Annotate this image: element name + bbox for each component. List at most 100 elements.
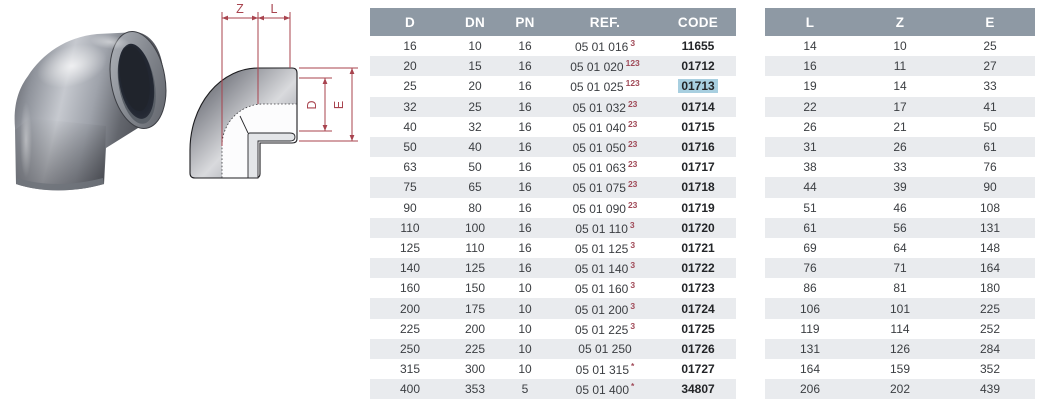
cell-code: 01724 [660,298,736,319]
cell-z: 21 [893,119,907,134]
cell-dn: 15 [450,56,500,77]
cell-d: 32 [370,96,450,117]
cell-e: 252 [979,321,1001,336]
dimension-row: 31 26 61 [765,136,1035,158]
cell-pn: 16 [500,258,550,279]
cell-l: 16 [765,56,855,77]
code-value: 01724 [681,301,715,316]
spec-row: 32 25 16 05 01 032 23 01714 [370,96,736,117]
cell-ref: 05 01 025 123 [570,78,640,95]
cell-code: 01717 [660,157,736,177]
col-header-code: CODE [660,8,736,36]
ref-note: 3 [630,239,636,250]
code-value: 01727 [681,362,715,377]
dimension-row: 26 21 50 [765,117,1035,137]
code-value: 01726 [681,341,715,356]
dimension-row: 131 126 284 [765,338,1035,359]
cell-code: 01725 [660,319,736,339]
gloss-highlight-top [90,34,130,50]
cell-ref: 05 01 063 23 [572,159,638,176]
cell-dn: 200 [464,321,486,336]
dimension-row: 61 56 131 [765,217,1035,238]
col-header-l: L [765,8,855,36]
cell-d: 63 [403,160,417,175]
cell-pn: 10 [518,281,532,296]
cell-l: 131 [765,338,855,359]
cell-e: 90 [945,177,1035,198]
cell-dn: 32 [468,119,482,134]
spec-row: 40 32 16 05 01 040 23 01715 [370,117,736,137]
ref-note: 3 [630,280,636,291]
cell-d: 90 [403,200,417,215]
cell-l: 26 [803,119,817,134]
dimension-row: 19 14 33 [765,76,1035,96]
cell-z: 114 [890,321,910,336]
ref-note: 123 [625,78,640,89]
dim-label-z: Z [236,2,244,16]
cell-dn: 25 [450,96,500,117]
cell-ref: 05 01 315 * [575,361,635,378]
cell-e: 164 [945,258,1035,279]
dimension-row: 69 64 148 [765,238,1035,258]
cell-code: 01726 [660,338,736,359]
code-value: 01715 [681,119,715,134]
cell-pn: 16 [518,119,532,134]
cell-e: 61 [945,136,1035,158]
dimension-row: 38 33 76 [765,157,1035,177]
cell-dn: 175 [450,298,500,319]
cell-code: 01712 [660,56,736,77]
cell-code: 01716 [660,136,736,158]
code-value: 01718 [681,180,715,195]
cell-z: 14 [893,79,907,94]
cell-ref: 05 01 110 3 [550,217,660,238]
cell-pn: 16 [518,39,532,54]
cell-pn: 5 [500,379,550,400]
cell-code: 34807 [660,379,736,400]
spec-row: 20 15 16 05 01 020 123 01712 [370,56,736,77]
cell-dn: 125 [450,258,500,279]
cell-d: 20 [370,56,450,77]
cell-code: 01720 [660,217,736,238]
ref-note: 23 [627,139,638,150]
cell-e: 27 [945,56,1035,77]
cell-dn: 353 [450,379,500,400]
ref-note: 23 [627,98,638,109]
cell-d: 140 [370,258,450,279]
cell-ref: 05 01 090 23 [572,199,638,216]
ref-note: 23 [627,179,638,190]
cell-z: 46 [893,200,907,215]
extension-lines [221,12,291,146]
cell-l: 76 [765,258,855,279]
cell-dn: 50 [468,160,482,175]
cell-pn: 16 [518,160,532,175]
cell-z: 39 [855,177,945,198]
cell-d: 25 [403,79,417,94]
spec-row: 75 65 16 05 01 075 23 01718 [370,177,736,198]
cell-ref: 05 01 250 [550,338,660,359]
cell-d: 40 [403,119,417,134]
elbow-lower-shade [15,118,106,191]
ref-note: 23 [627,118,638,129]
cell-dn: 20 [468,79,482,94]
cell-pn: 16 [518,240,532,255]
cell-e: 33 [983,79,997,94]
cell-d: 400 [370,379,450,400]
cell-e: 76 [983,160,997,175]
ref-note: 3 [630,300,636,311]
spec-row: 90 80 16 05 01 090 23 01719 [370,198,736,218]
cell-code: 01718 [660,177,736,198]
cell-code: 01723 [660,278,736,298]
cell-code: 01721 [660,238,736,258]
ref-note: 3 [630,260,636,271]
dim-label-l: L [271,2,278,16]
spec-row: 400 353 5 05 01 400 * 34807 [370,379,736,400]
spec-row: 110 100 16 05 01 110 3 01720 [370,217,736,238]
cell-code: 11655 [660,36,736,56]
cell-pn: 10 [518,321,532,336]
cell-z: 33 [893,160,907,175]
col-header-e: E [945,8,1035,36]
cell-d: 75 [370,177,450,198]
dimension-row: 164 159 352 [765,359,1035,379]
technical-drawing: Z L D E [172,0,372,205]
